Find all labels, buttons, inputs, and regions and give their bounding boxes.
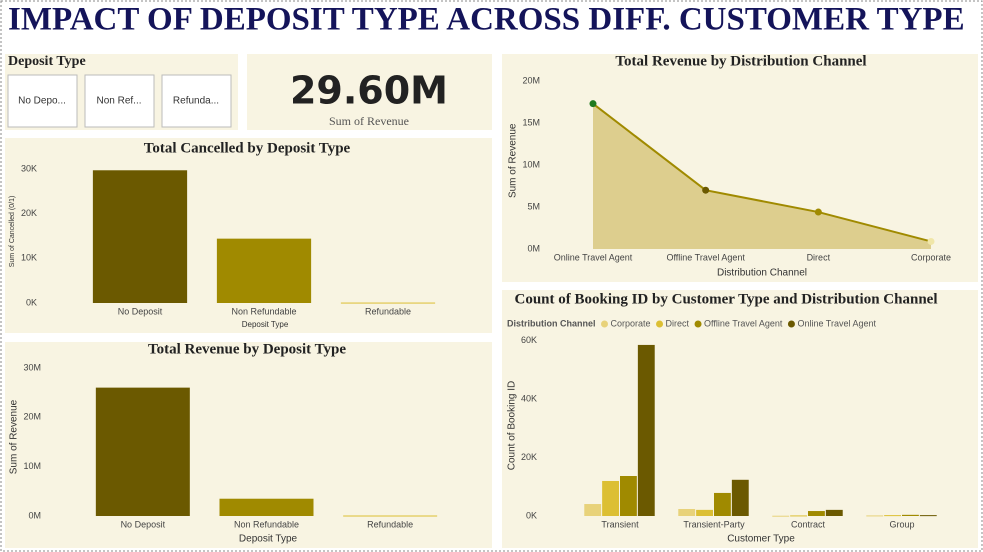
bar — [602, 480, 619, 516]
bar — [637, 344, 655, 516]
y-tick-label: 20M — [522, 75, 540, 85]
page-title: IMPACT OF DEPOSIT TYPE ACROSS DIFF. CUST… — [8, 2, 965, 38]
x-axis-label: Deposit Type — [242, 320, 289, 329]
y-tick-label: 15M — [522, 117, 540, 127]
legend-swatch — [601, 320, 608, 328]
y-tick-label: 0M — [527, 243, 540, 253]
bar — [343, 515, 438, 517]
legend-swatch — [787, 320, 795, 328]
legend-swatch — [656, 320, 664, 328]
bar — [808, 511, 825, 516]
y-tick-label: 20K — [521, 452, 537, 462]
bar — [92, 170, 188, 303]
chart-title: Count of Booking ID by Customer Type and… — [514, 291, 937, 307]
x-tick-label: Transient — [601, 519, 639, 529]
x-tick-label: Direct — [807, 252, 831, 262]
x-tick-label: Refundable — [367, 519, 413, 529]
bar — [340, 302, 436, 304]
chart-panel — [5, 138, 492, 333]
y-tick-label: 0K — [26, 297, 37, 307]
x-axis-label: Distribution Channel — [717, 268, 807, 279]
y-tick-label: 30M — [23, 362, 41, 372]
y-tick-label: 30K — [21, 163, 37, 173]
legend-title: Distribution Channel — [507, 318, 596, 328]
card-label: Sum of Revenue — [329, 114, 409, 128]
bar — [790, 515, 807, 517]
x-tick-label: Refundable — [365, 306, 411, 316]
y-tick-label: 20M — [23, 412, 41, 422]
y-axis-label: Sum of Revenue — [508, 123, 519, 198]
chart-panel — [5, 342, 492, 548]
bar — [731, 479, 749, 516]
legend-label: Offline Travel Agent — [704, 318, 783, 328]
slicer-item[interactable]: Refunda... — [173, 96, 219, 107]
bar — [584, 504, 602, 516]
y-tick-label: 60K — [521, 335, 537, 345]
x-tick-label: Contract — [791, 519, 826, 529]
x-tick-label: Online Travel Agent — [554, 252, 633, 262]
x-tick-label: Corporate — [911, 252, 951, 262]
legend-label: Direct — [666, 318, 690, 328]
point — [814, 208, 822, 216]
x-tick-label: Transient-Party — [683, 519, 745, 529]
y-axis-label: Count of Booking ID — [507, 381, 518, 471]
x-axis-label: Customer Type — [727, 534, 795, 545]
y-tick-label: 10M — [522, 159, 540, 169]
y-tick-label: 10K — [21, 253, 37, 263]
x-axis-label: Deposit Type — [239, 534, 298, 545]
card-value: 29.60M — [290, 69, 448, 113]
legend-label: Corporate — [611, 318, 651, 328]
y-tick-label: 20K — [21, 208, 37, 218]
bar — [620, 476, 637, 516]
bar — [902, 514, 919, 516]
x-tick-label: Non Refundable — [231, 306, 296, 316]
y-tick-label: 5M — [527, 201, 540, 211]
slicer-title: Deposit Type — [8, 54, 86, 69]
area — [593, 103, 931, 250]
chart-title: Total Revenue by Deposit Type — [148, 341, 346, 357]
y-tick-label: 10M — [23, 461, 41, 471]
y-axis-label: Sum of Cancelled (0/1) — [9, 196, 16, 268]
slicer-item[interactable]: Non Ref... — [96, 96, 141, 107]
bar — [696, 509, 713, 516]
bar — [95, 387, 190, 516]
legend-label: Online Travel Agent — [797, 318, 876, 328]
slicer-button[interactable] — [161, 74, 232, 128]
x-tick-label: No Deposit — [118, 306, 163, 316]
card-panel — [247, 54, 492, 130]
bar — [216, 238, 312, 303]
bar — [219, 498, 314, 516]
x-tick-label: Offline Travel Agent — [666, 252, 745, 262]
bar — [919, 515, 937, 517]
chart-title: Total Revenue by Distribution Channel — [615, 53, 866, 69]
x-tick-label: Non Refundable — [234, 519, 299, 529]
y-tick-label: 40K — [521, 394, 537, 404]
y-tick-label: 0M — [28, 510, 41, 520]
bar — [866, 515, 884, 517]
slicer-button[interactable] — [7, 74, 78, 128]
point — [927, 237, 935, 245]
chart-title: Total Cancelled by Deposit Type — [144, 140, 351, 156]
point — [589, 100, 597, 108]
slicer-item[interactable]: No Depo... — [18, 96, 66, 107]
x-tick-label: No Deposit — [121, 519, 166, 529]
line — [592, 102, 932, 243]
bar — [714, 492, 731, 516]
bar — [772, 515, 790, 517]
bar — [825, 509, 843, 516]
bar — [884, 515, 901, 517]
point — [702, 186, 710, 194]
y-tick-label: 0K — [526, 510, 537, 520]
slicer-button[interactable] — [84, 74, 155, 128]
bar — [678, 508, 696, 516]
x-tick-label: Group — [889, 519, 914, 529]
y-axis-label: Sum of Revenue — [9, 399, 20, 474]
legend-swatch — [694, 320, 702, 328]
